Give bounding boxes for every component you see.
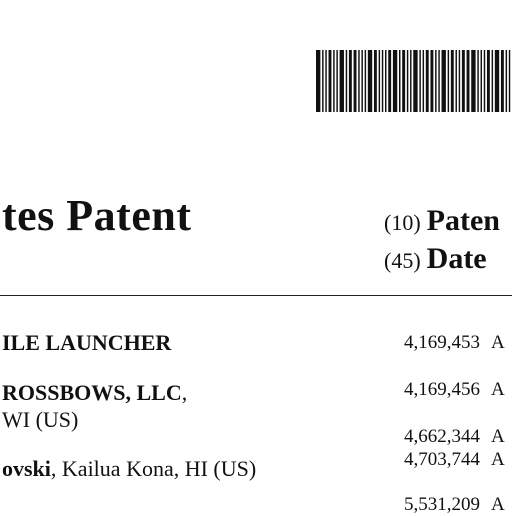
barcode-bar bbox=[458, 50, 461, 112]
barcode-bar bbox=[402, 50, 406, 112]
barcode-bar bbox=[345, 50, 348, 112]
barcode-bar bbox=[378, 50, 381, 112]
reference-number: 4,703,744 bbox=[404, 449, 480, 470]
barcode-bar bbox=[466, 50, 470, 112]
reference-suffix: A bbox=[491, 379, 505, 400]
inventor-name: ovski bbox=[2, 456, 51, 481]
barcode-bar bbox=[353, 50, 357, 112]
barcode-bar bbox=[381, 50, 384, 112]
patent-number-field: (10) Paten bbox=[384, 204, 500, 238]
barcode-bar bbox=[422, 50, 425, 112]
patent-date-label: Date bbox=[426, 242, 487, 275]
reference-row: 4,169,456 A bbox=[404, 379, 505, 401]
barcode-bar bbox=[500, 50, 504, 112]
barcode-bar bbox=[358, 50, 360, 112]
barcode-bar bbox=[483, 50, 486, 112]
patent-title-heading: tes Patent bbox=[2, 191, 192, 240]
barcode-bar bbox=[392, 50, 398, 112]
reference-number: 5,531,209 bbox=[404, 494, 480, 515]
applicant-location: WI (US) bbox=[2, 407, 79, 432]
barcode-bar bbox=[430, 50, 434, 112]
barcode-bar bbox=[480, 50, 483, 112]
barcode-bar bbox=[406, 50, 409, 112]
header-divider bbox=[0, 295, 512, 296]
barcode-bar bbox=[388, 50, 392, 112]
barcode-bar bbox=[348, 50, 352, 112]
reference-suffix: A bbox=[491, 449, 505, 470]
barcode-bar bbox=[399, 50, 401, 112]
barcode-bar bbox=[385, 50, 387, 112]
barcode-bar bbox=[447, 50, 450, 112]
applicant-punct: , bbox=[181, 380, 188, 405]
barcode-bar bbox=[441, 50, 446, 112]
barcode-bar bbox=[477, 50, 479, 112]
barcode bbox=[316, 50, 511, 112]
barcode-bar bbox=[455, 50, 457, 112]
reference-suffix: A bbox=[491, 426, 505, 447]
barcode-bar bbox=[505, 50, 508, 112]
barcode-bar bbox=[491, 50, 494, 112]
barcode-bar bbox=[339, 50, 344, 112]
barcode-bar bbox=[328, 50, 332, 112]
barcode-bar bbox=[486, 50, 490, 112]
barcode-bar bbox=[413, 50, 418, 112]
barcode-bar bbox=[373, 50, 377, 112]
barcode-bar bbox=[361, 50, 363, 112]
reference-suffix: A bbox=[491, 494, 505, 515]
inventor-line: ovski, Kailua Kona, HI (US) bbox=[2, 456, 256, 482]
reference-row: 4,703,744 A bbox=[404, 449, 505, 471]
barcode-bar bbox=[494, 50, 500, 112]
barcode-bar bbox=[461, 50, 465, 112]
barcode-bar bbox=[325, 50, 327, 112]
barcode-bar bbox=[316, 50, 321, 112]
barcode-bar bbox=[450, 50, 454, 112]
barcode-bar bbox=[438, 50, 440, 112]
reference-suffix: A bbox=[491, 332, 505, 353]
applicant-name: ROSSBOWS, LLC bbox=[2, 380, 182, 405]
barcode-bar bbox=[425, 50, 429, 112]
barcode-bar bbox=[471, 50, 476, 112]
reference-row: 4,169,453 A bbox=[404, 332, 505, 354]
barcode-bar bbox=[336, 50, 338, 112]
barcode-bar bbox=[419, 50, 421, 112]
barcode-bar bbox=[333, 50, 335, 112]
barcode-bar bbox=[367, 50, 373, 112]
invention-title: ILE LAUNCHER bbox=[2, 330, 172, 355]
reference-row: 5,531,209 A bbox=[404, 494, 505, 516]
reference-number: 4,169,456 bbox=[404, 379, 480, 400]
patent-number-label: Paten bbox=[426, 204, 500, 237]
inid-code-45: (45) bbox=[384, 248, 421, 273]
barcode-bar bbox=[435, 50, 437, 112]
inventor-location: , Kailua Kona, HI (US) bbox=[50, 456, 257, 481]
reference-number: 4,169,453 bbox=[404, 332, 480, 353]
patent-date-field: (45) Date bbox=[384, 242, 487, 276]
barcode-bar bbox=[364, 50, 367, 112]
inid-code-10: (10) bbox=[384, 210, 421, 235]
reference-row: 4,662,344 A bbox=[404, 426, 505, 448]
barcode-bar bbox=[508, 50, 511, 112]
reference-number: 4,662,344 bbox=[404, 426, 480, 447]
barcode-bar bbox=[322, 50, 324, 112]
applicant-line: ROSSBOWS, LLC, bbox=[2, 380, 187, 406]
barcode-bar bbox=[410, 50, 412, 112]
